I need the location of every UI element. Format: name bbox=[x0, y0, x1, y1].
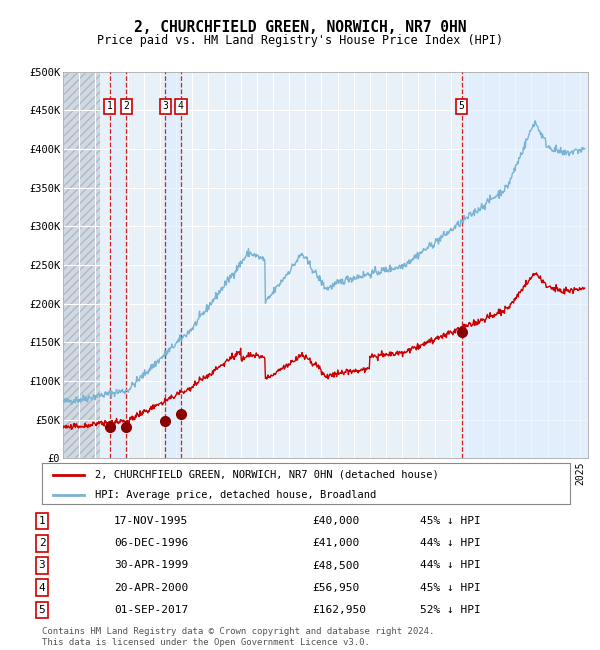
Text: 44% ↓ HPI: 44% ↓ HPI bbox=[420, 560, 481, 571]
Text: 30-APR-1999: 30-APR-1999 bbox=[114, 560, 188, 571]
Bar bbox=[461, 72, 588, 458]
Text: £56,950: £56,950 bbox=[312, 582, 359, 593]
Bar bbox=[63, 72, 100, 458]
Text: 4: 4 bbox=[178, 101, 184, 111]
Text: 2: 2 bbox=[124, 101, 130, 111]
Text: HPI: Average price, detached house, Broadland: HPI: Average price, detached house, Broa… bbox=[95, 490, 376, 500]
Text: Contains HM Land Registry data © Crown copyright and database right 2024.
This d: Contains HM Land Registry data © Crown c… bbox=[42, 627, 434, 647]
Text: 2, CHURCHFIELD GREEN, NORWICH, NR7 0HN: 2, CHURCHFIELD GREEN, NORWICH, NR7 0HN bbox=[134, 20, 466, 36]
Text: 3: 3 bbox=[38, 560, 46, 571]
Text: 01-SEP-2017: 01-SEP-2017 bbox=[114, 604, 188, 615]
Text: 06-DEC-1996: 06-DEC-1996 bbox=[114, 538, 188, 549]
Text: 20-APR-2000: 20-APR-2000 bbox=[114, 582, 188, 593]
Text: 2, CHURCHFIELD GREEN, NORWICH, NR7 0HN (detached house): 2, CHURCHFIELD GREEN, NORWICH, NR7 0HN (… bbox=[95, 470, 439, 480]
Text: £162,950: £162,950 bbox=[312, 604, 366, 615]
Bar bbox=[110, 72, 127, 458]
Text: 3: 3 bbox=[163, 101, 168, 111]
Text: 4: 4 bbox=[38, 582, 46, 593]
Text: 52% ↓ HPI: 52% ↓ HPI bbox=[420, 604, 481, 615]
Text: 44% ↓ HPI: 44% ↓ HPI bbox=[420, 538, 481, 549]
Text: £48,500: £48,500 bbox=[312, 560, 359, 571]
Text: 5: 5 bbox=[38, 604, 46, 615]
Text: 1: 1 bbox=[107, 101, 112, 111]
Bar bbox=[165, 72, 181, 458]
Text: £40,000: £40,000 bbox=[312, 516, 359, 526]
Text: 1: 1 bbox=[38, 516, 46, 526]
Text: Price paid vs. HM Land Registry's House Price Index (HPI): Price paid vs. HM Land Registry's House … bbox=[97, 34, 503, 47]
Text: 2: 2 bbox=[38, 538, 46, 549]
Text: 45% ↓ HPI: 45% ↓ HPI bbox=[420, 516, 481, 526]
Text: 17-NOV-1995: 17-NOV-1995 bbox=[114, 516, 188, 526]
Text: 45% ↓ HPI: 45% ↓ HPI bbox=[420, 582, 481, 593]
Text: £41,000: £41,000 bbox=[312, 538, 359, 549]
Text: 5: 5 bbox=[458, 101, 464, 111]
